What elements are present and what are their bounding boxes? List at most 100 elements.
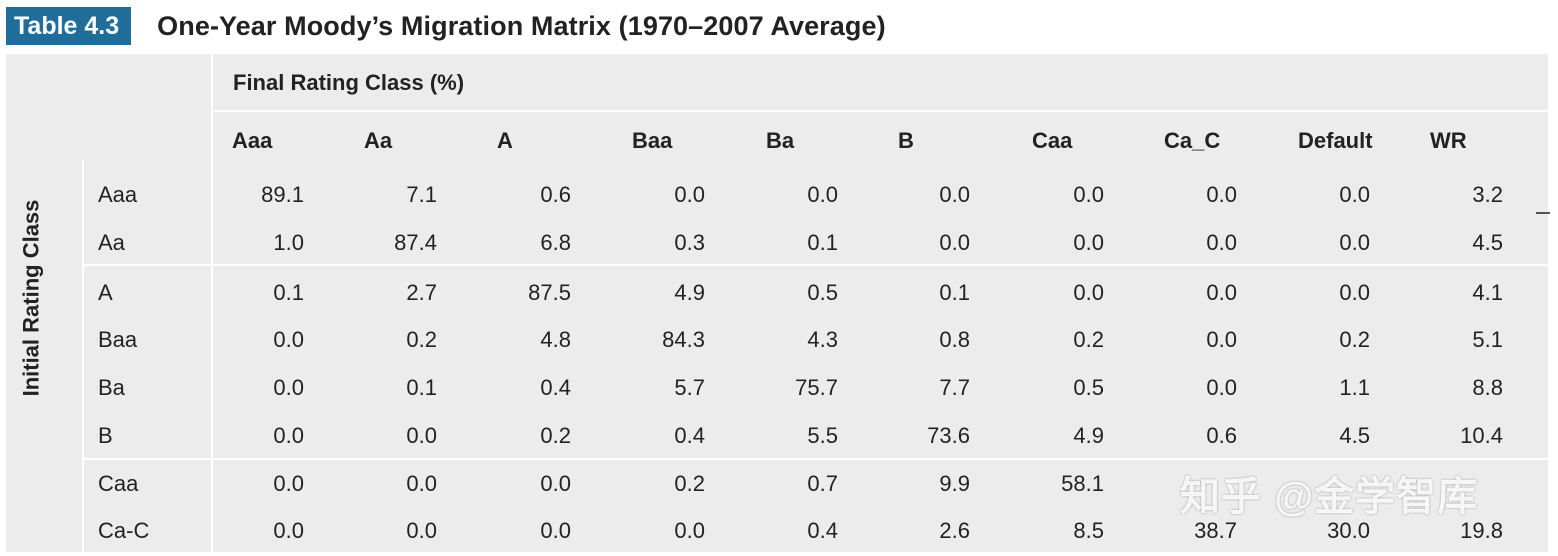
edge-mark <box>1536 212 1550 214</box>
table-cell: 7.1 <box>406 182 437 207</box>
table-cell: 0.0 <box>939 230 970 255</box>
table-cell: 5.7 <box>674 375 705 400</box>
table-cell: 0.0 <box>1073 230 1104 255</box>
table-cell: 19.8 <box>1460 518 1503 543</box>
table-cell: 6.8 <box>540 230 571 255</box>
table-cell: 0.0 <box>273 327 304 352</box>
row-header: Ca-C <box>98 518 150 543</box>
table-cell: 4.5 <box>1339 423 1370 448</box>
table-cell: 0.0 <box>1206 280 1237 305</box>
table-cell: 0.5 <box>807 280 838 305</box>
row-header: Ba <box>98 375 125 400</box>
rule-below-final-header <box>214 110 1548 112</box>
table-cell: 0.0 <box>1339 230 1370 255</box>
table-cell: 7.7 <box>939 375 970 400</box>
final-rating-class-header: Final Rating Class (%) <box>233 70 465 95</box>
table-cell: 0.8 <box>939 327 970 352</box>
table-cell: 0.6 <box>1206 423 1237 448</box>
table-cell: 8.5 <box>1073 518 1104 543</box>
table-cell: 10.4 <box>1460 423 1503 448</box>
table-cell: 0.0 <box>273 518 304 543</box>
table-cell: 0.2 <box>540 423 571 448</box>
table-cell: 0.0 <box>1339 280 1370 305</box>
table-cell: 89.1 <box>261 182 304 207</box>
column-header: Caa <box>1032 128 1073 153</box>
table-cell: 0.0 <box>540 471 571 496</box>
table-cell: 5.1 <box>1472 327 1503 352</box>
table-cell: 73.6 <box>927 423 970 448</box>
table-cell: 0.6 <box>540 182 571 207</box>
table-cell: 0.0 <box>273 375 304 400</box>
table-cell: 1.0 <box>273 230 304 255</box>
table-cell: 0.5 <box>1073 375 1104 400</box>
table-cell: 0.0 <box>273 471 304 496</box>
table-cell: 0.0 <box>406 423 437 448</box>
table-cell: 0.0 <box>406 518 437 543</box>
table-cell: 0.0 <box>939 182 970 207</box>
table-cell: 4.8 <box>540 327 571 352</box>
table-cell: 0.0 <box>1206 375 1237 400</box>
initial-rating-class-label: Initial Rating Class <box>18 199 44 397</box>
table-cell: 87.4 <box>394 230 437 255</box>
table-cell: 0.2 <box>674 471 705 496</box>
column-header: A <box>497 128 513 153</box>
table-cell: 30.0 <box>1327 518 1370 543</box>
table-cell: 0.0 <box>406 471 437 496</box>
table-cell: 0.0 <box>1206 327 1237 352</box>
rule-below-aa-row <box>84 264 1548 266</box>
table-cell: 0.3 <box>674 230 705 255</box>
table-cell: 0.4 <box>807 518 838 543</box>
column-header: Ba <box>766 128 795 153</box>
row-header: Caa <box>98 471 139 496</box>
row-header: A <box>98 280 113 305</box>
table-cell: 0.0 <box>1339 182 1370 207</box>
table-cell: 0.1 <box>807 230 838 255</box>
row-header: Aaa <box>98 182 138 207</box>
table-cell: 0.2 <box>406 327 437 352</box>
column-header: Baa <box>632 128 673 153</box>
column-header: Default <box>1298 128 1373 153</box>
table-cell: 0.0 <box>807 182 838 207</box>
table-cell: 58.1 <box>1061 471 1104 496</box>
title-bar: Table 4.3 One-Year Moody’s Migration Mat… <box>6 6 886 46</box>
table-cell: 38.7 <box>1194 518 1237 543</box>
table-cell: 3.2 <box>1472 182 1503 207</box>
table-cell: 75.7 <box>795 375 838 400</box>
table-cell: 0.0 <box>1206 182 1237 207</box>
table-cell: 4.9 <box>674 280 705 305</box>
table-cell: 0.1 <box>406 375 437 400</box>
table-cell: 4.1 <box>1472 280 1503 305</box>
table-cell: 84.3 <box>662 327 705 352</box>
table-cell: 2.7 <box>406 280 437 305</box>
column-header: B <box>898 128 914 153</box>
table-cell: 4.5 <box>1472 230 1503 255</box>
table-cell: 0.7 <box>807 471 838 496</box>
column-header: WR <box>1430 128 1467 153</box>
row-header: B <box>98 423 113 448</box>
rule-left-of-data <box>211 54 213 552</box>
table-cell: 4.3 <box>807 327 838 352</box>
table-cell: 0.4 <box>674 423 705 448</box>
table-cell: 4.9 <box>1073 423 1104 448</box>
table-cell: 0.0 <box>1073 280 1104 305</box>
table-cell: 9.9 <box>939 471 970 496</box>
table-cell: 0.4 <box>540 375 571 400</box>
column-header: Aaa <box>232 128 273 153</box>
table-cell: 0.1 <box>273 280 304 305</box>
table-cell: 5.5 <box>807 423 838 448</box>
rule-left-of-row-labels <box>82 160 84 552</box>
table-cell: 1.1 <box>1339 375 1370 400</box>
row-header: Aa <box>98 230 125 255</box>
table-cell: 0.0 <box>540 518 571 543</box>
table-cell: 0.2 <box>1073 327 1104 352</box>
table-panel <box>6 54 1548 552</box>
table-cell: 0.0 <box>674 518 705 543</box>
row-header: Baa <box>98 327 138 352</box>
table-cell: 0.1 <box>939 280 970 305</box>
table-cell: 0.0 <box>1206 230 1237 255</box>
table-title: One-Year Moody’s Migration Matrix (1970–… <box>157 10 886 41</box>
table-cell: 0.2 <box>1339 327 1370 352</box>
watermark: 知乎 @金学智库 <box>1180 475 1479 519</box>
table-cell: 0.0 <box>674 182 705 207</box>
table-cell: 8.8 <box>1472 375 1503 400</box>
